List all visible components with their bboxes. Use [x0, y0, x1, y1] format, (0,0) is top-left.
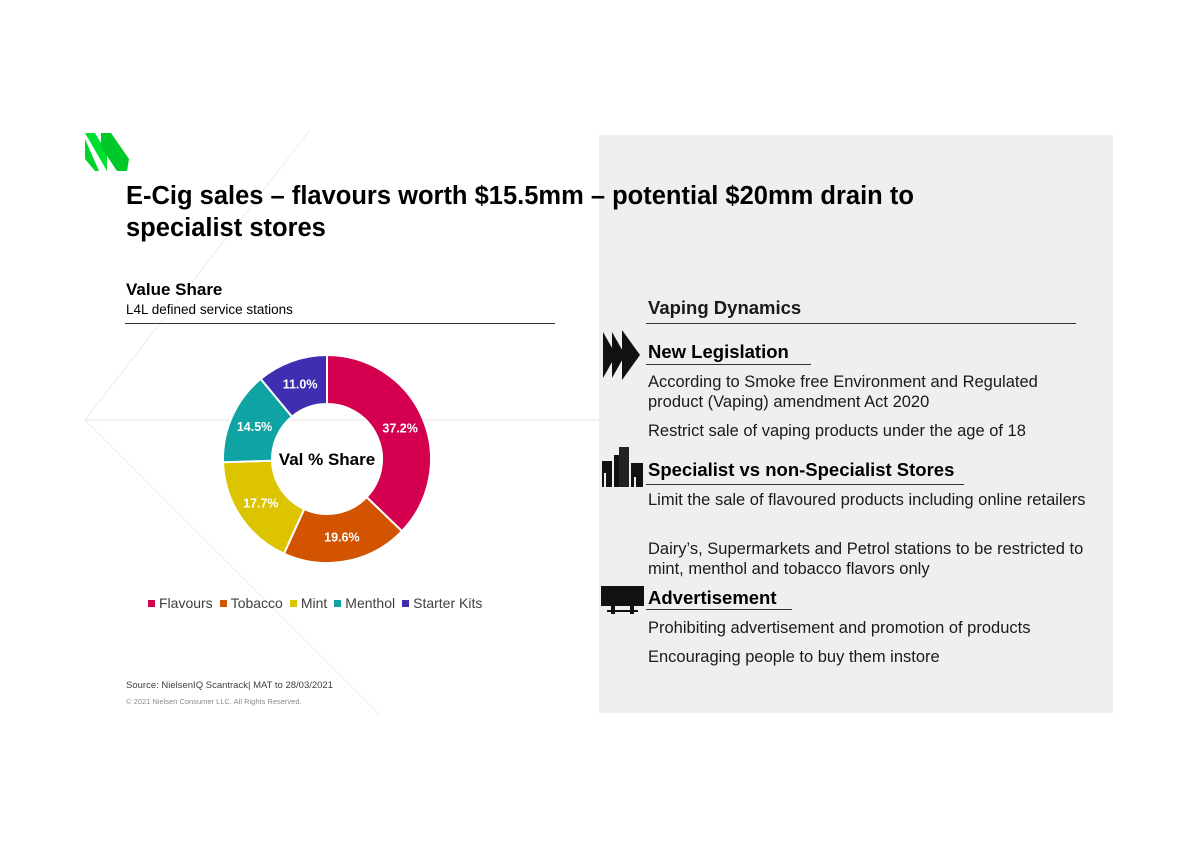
bullet-limit-flavoured: Limit the sale of flavoured products inc… — [648, 491, 1086, 509]
bullet-age-restriction: Restrict sale of vaping products under t… — [648, 422, 1026, 440]
value-share-divider — [125, 323, 555, 324]
donut-center-label: Val % Share — [279, 450, 375, 469]
data-label-menthol: 14.5% — [237, 420, 272, 434]
legend-item-menthol: Menthol — [334, 595, 395, 611]
legend-swatch — [219, 599, 227, 607]
buildings-icon — [602, 447, 643, 487]
legend-swatch — [289, 599, 297, 607]
legend-swatch — [334, 599, 342, 607]
donut-slice-starter-kits — [259, 353, 328, 419]
billboard-icon — [601, 586, 644, 614]
legend-item-tobacco: Tobacco — [219, 595, 283, 611]
section-title-advertisement: Advertisement — [648, 587, 777, 608]
bullet-store-restriction: Dairy’s, Supermarkets and Petrol station… — [648, 540, 1084, 578]
value-share-subheading: L4L defined service stations — [126, 302, 293, 317]
donut-slice-flavours — [326, 353, 432, 533]
value-share-heading: Value Share — [126, 280, 223, 299]
right-panel — [599, 135, 1113, 713]
bullet-prohibit-advertising: Prohibiting advertisement and promotion … — [648, 619, 1031, 637]
legend-label: Starter Kits — [413, 595, 483, 611]
donut-slice-tobacco — [282, 495, 404, 564]
vaping-dynamics-divider — [646, 323, 1076, 324]
legend-label: Tobacco — [230, 595, 283, 611]
chart-legend: Flavours Tobacco Mint Menthol Starter Kits — [148, 595, 489, 611]
data-label-tobacco: 19.6% — [324, 531, 359, 545]
section-title-specialist-stores: Specialist vs non-Specialist Stores — [648, 459, 955, 480]
section-divider-specialist-stores — [646, 484, 964, 485]
bullet-buy-instore: Encouraging people to buy them instore — [648, 648, 940, 666]
source-note: Source: NielsenIQ Scantrack| MAT to 28/0… — [126, 680, 334, 691]
data-label-flavours: 37.2% — [382, 421, 417, 435]
legend-swatch — [402, 599, 410, 607]
section-divider-advertisement — [646, 609, 792, 610]
section-divider-new-legislation — [646, 364, 811, 365]
forward-arrows-icon — [603, 330, 640, 380]
legend-label: Menthol — [345, 595, 396, 611]
data-label-starter-kits: 11.0% — [283, 378, 318, 392]
data-label-mint: 17.7% — [243, 497, 278, 511]
legend-item-starter-kits: Starter Kits — [402, 595, 482, 611]
legend-label: Flavours — [159, 595, 213, 611]
legend-label: Mint — [300, 595, 328, 611]
copyright-note: © 2021 Nielsen Consumer LLC. All Rights … — [126, 697, 302, 706]
section-title-new-legislation: New Legislation — [648, 341, 789, 362]
vaping-dynamics-heading: Vaping Dynamics — [648, 297, 802, 318]
legend-swatch — [148, 599, 155, 607]
bullet-legislation-act: According to Smoke free Environment and … — [648, 373, 1038, 411]
page-title: E-Cig sales – flavours worth $15.5mm – p… — [126, 182, 914, 242]
brand-logo — [85, 133, 129, 171]
legend-item-mint: Mint — [289, 595, 328, 611]
legend-item-flavours: Flavours — [148, 595, 213, 611]
value-share-donut-chart: 37.2% 19.6% 17.7% 14.5% 11.0% Val % Share — [222, 353, 432, 564]
